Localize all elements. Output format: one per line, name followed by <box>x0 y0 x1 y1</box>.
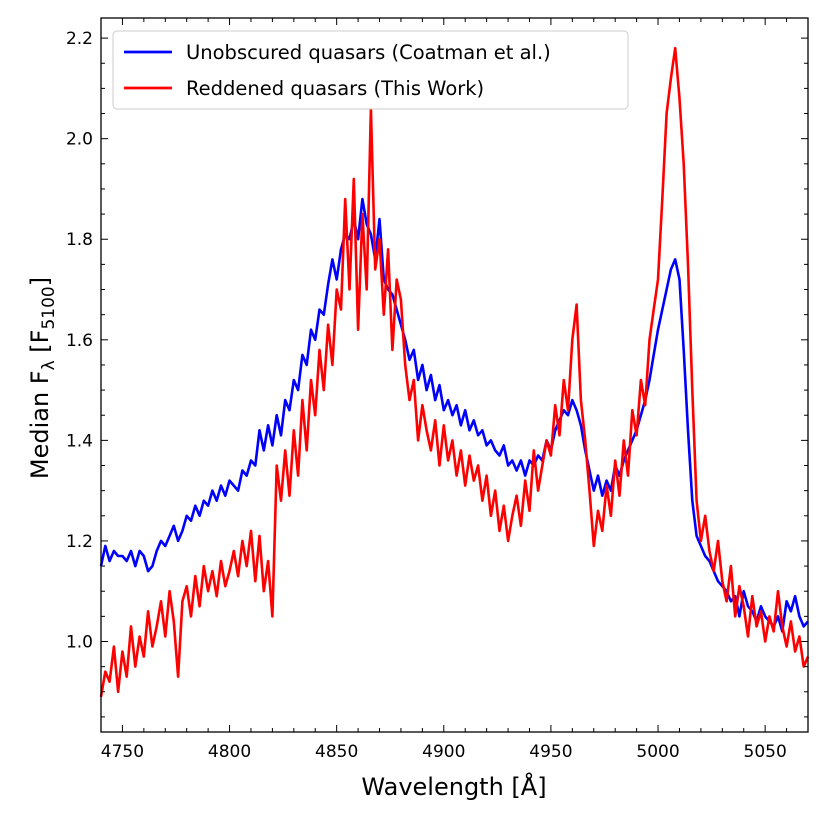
y-axis-title-main: Median F <box>26 370 54 479</box>
series-reddened-line <box>99 46 810 698</box>
x-tick-label: 4750 <box>101 742 144 762</box>
y-axis-title-sub2: 5100 <box>39 286 59 329</box>
y-tick-label: 1.6 <box>66 331 93 351</box>
x-axis-title: Wavelength [Å] <box>361 772 546 801</box>
y-axis-title-open: [F <box>26 330 54 361</box>
y-axis-title-text: Median Fλ [F5100] <box>26 277 59 479</box>
x-tick-label: 4850 <box>315 742 358 762</box>
y-axis-title-sub1: λ <box>39 360 59 370</box>
y-axis-title: Median Fλ [F5100] <box>26 277 59 479</box>
series-unobscured-line <box>99 197 809 633</box>
plot-frame <box>100 17 809 733</box>
y-tick-label: 1.0 <box>66 632 93 652</box>
x-tick-label: 5050 <box>744 742 787 762</box>
x-tick-labels: 4750 4800 4850 4900 4950 5000 5050 <box>101 742 787 762</box>
x-tick-label: 4800 <box>208 742 251 762</box>
y-tick-label: 1.8 <box>66 230 93 250</box>
x-tick-label: 4900 <box>422 742 465 762</box>
legend-label-reddened: Reddened quasars (This Work) <box>186 77 484 100</box>
x-tick-label: 5000 <box>636 742 679 762</box>
y-tick-label: 1.2 <box>66 532 93 552</box>
tick-layer <box>100 18 809 732</box>
y-axis-title-close: ] <box>26 277 54 286</box>
legend: Unobscured quasars (Coatman et al.) Redd… <box>112 30 629 110</box>
y-tick-label: 2.2 <box>66 29 93 49</box>
y-tick-label: 2.0 <box>66 130 93 150</box>
series-layer <box>99 46 810 698</box>
legend-label-unobscured: Unobscured quasars (Coatman et al.) <box>186 41 551 64</box>
x-tick-label: 4950 <box>529 742 572 762</box>
y-tick-label: 1.4 <box>66 431 93 451</box>
y-tick-labels: 1.0 1.2 1.4 1.6 1.8 2.0 2.2 <box>66 29 93 652</box>
legend-box <box>112 30 629 110</box>
